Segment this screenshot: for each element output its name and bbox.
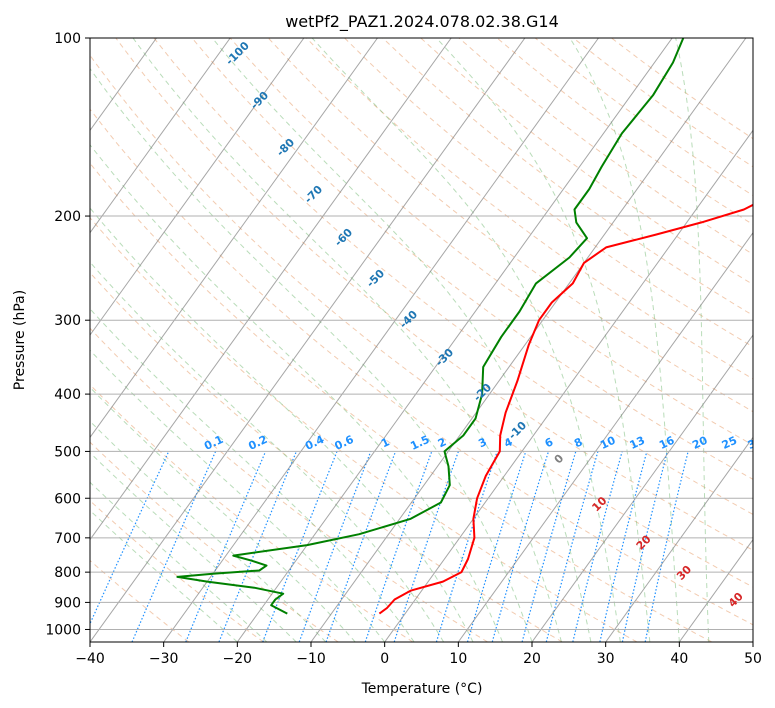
y-tick-label: 900 bbox=[54, 595, 81, 611]
x-tick-label: 0 bbox=[380, 651, 389, 667]
mixing-ratio-line bbox=[521, 451, 577, 642]
x-tick-label: 50 bbox=[744, 651, 762, 667]
moist-adiabat-line bbox=[90, 143, 503, 642]
isotherm-line bbox=[90, 38, 526, 642]
moist-adiabat-line bbox=[569, 38, 680, 642]
y-tick-label: 800 bbox=[54, 565, 81, 581]
y-tick-label: 600 bbox=[54, 491, 81, 507]
isotherm-line bbox=[457, 231, 753, 642]
dry-adiabat-line bbox=[90, 559, 190, 642]
mixing-ratio-line bbox=[644, 451, 689, 642]
isotherm-line bbox=[605, 436, 753, 642]
dewpoint-profile bbox=[176, 38, 685, 615]
mixing-ratio-label: 20 bbox=[690, 434, 710, 452]
isotherm-line bbox=[384, 129, 753, 642]
mixing-ratio-line bbox=[262, 451, 338, 642]
isotherm-line bbox=[90, 38, 231, 234]
plot-frame bbox=[89, 37, 754, 643]
mixing-ratio-line bbox=[325, 451, 397, 642]
x-tick-label: −40 bbox=[75, 651, 105, 667]
moist-adiabat-line bbox=[90, 349, 386, 642]
moist-adiabat-line bbox=[90, 261, 445, 642]
axis-ticks: −40 −30 −20 −10 0 10 20 30 40 50 100 200 300 400 500 60… bbox=[45, 31, 762, 667]
mixing-ratio-line bbox=[435, 451, 498, 642]
y-tick-label: 300 bbox=[54, 313, 81, 329]
moist-adiabat-line bbox=[90, 207, 474, 642]
x-tick-label: −10 bbox=[296, 651, 326, 667]
isotherm-line bbox=[90, 38, 305, 336]
moist-adiabat-line bbox=[675, 38, 710, 642]
chart-title: wetPf2_PAZ1.2024.078.02.38.G14 bbox=[285, 12, 559, 32]
x-tick-label: −30 bbox=[149, 651, 179, 667]
dry-adiabat-line bbox=[267, 38, 753, 413]
mixing-ratio-label: 36 bbox=[771, 434, 775, 452]
moist-adiabat-line bbox=[311, 38, 621, 642]
mixing-ratio-line bbox=[364, 451, 433, 642]
mixing-ratio-label: 16 bbox=[657, 434, 677, 452]
isotherm-line bbox=[0, 38, 9, 642]
y-tick-label: 400 bbox=[54, 387, 81, 403]
mixing-ratio-label: 10 bbox=[598, 434, 618, 452]
plot-area: -100-90-80-70-60-50-40-30-20-100.1 0.2 0.4… bbox=[0, 38, 775, 642]
dry-adiabat-line bbox=[90, 327, 488, 642]
moist-adiabat-line bbox=[132, 38, 562, 642]
x-axis-label: Temperature (°C) bbox=[361, 681, 483, 697]
isotherm-line bbox=[90, 38, 452, 541]
mixing-ratio-label: 30 bbox=[746, 434, 766, 452]
x-tick-label: −20 bbox=[223, 651, 253, 667]
moist-adiabat-line bbox=[90, 420, 327, 642]
y-tick-label: 100 bbox=[54, 31, 81, 47]
x-tick-label: 10 bbox=[449, 651, 467, 667]
mixing-ratio-line bbox=[466, 451, 527, 642]
isotherm-line bbox=[90, 38, 378, 439]
y-tick-label: 1000 bbox=[45, 622, 81, 638]
isotherm-line bbox=[752, 641, 753, 642]
mixing-ratio-line bbox=[298, 451, 372, 642]
temperature-profile bbox=[378, 203, 753, 615]
x-tick-label: 20 bbox=[523, 651, 541, 667]
y-tick-label: 500 bbox=[54, 444, 81, 460]
moist-adiabat-line bbox=[90, 308, 415, 642]
dry-adiabat-line bbox=[90, 108, 753, 626]
mixing-ratio-line bbox=[218, 451, 297, 642]
dry-adiabat-line bbox=[420, 38, 753, 286]
isotherm-line bbox=[531, 334, 753, 642]
dry-adiabat-line bbox=[90, 441, 339, 642]
isotherm-line bbox=[163, 38, 599, 642]
mixing-ratio-line bbox=[599, 451, 648, 642]
y-tick-label: 200 bbox=[54, 209, 81, 225]
x-tick-label: 30 bbox=[597, 651, 615, 667]
moist-adiabat-line bbox=[90, 386, 356, 642]
mixing-ratio-line bbox=[545, 451, 599, 642]
mixing-ratio-line bbox=[621, 451, 668, 642]
mixing-ratio-line bbox=[185, 451, 267, 642]
x-tick-label: 40 bbox=[670, 651, 688, 667]
dry-adiabat-line bbox=[90, 216, 638, 642]
isotherm-line bbox=[236, 38, 673, 642]
dry-adiabat-line bbox=[191, 38, 753, 480]
y-axis-label: Pressure (hPa) bbox=[12, 290, 28, 390]
isotherm-line bbox=[310, 38, 747, 642]
moist-adiabat-line bbox=[90, 509, 238, 642]
mixing-ratio-line bbox=[131, 451, 217, 642]
moist-adiabat-line bbox=[90, 451, 297, 642]
mixing-ratio-label: 13 bbox=[628, 434, 647, 452]
dry-adiabat-line bbox=[90, 162, 712, 642]
mixing-ratio-label: 25 bbox=[720, 434, 739, 452]
dry-adiabat-line bbox=[90, 54, 753, 588]
dry-adiabat-line bbox=[344, 38, 753, 348]
moist-adiabat-line bbox=[436, 38, 651, 642]
dry-adiabat-line bbox=[90, 271, 563, 642]
isotherm-line bbox=[678, 538, 753, 642]
y-tick-label: 700 bbox=[54, 531, 81, 547]
mixing-ratio-line bbox=[90, 451, 170, 626]
